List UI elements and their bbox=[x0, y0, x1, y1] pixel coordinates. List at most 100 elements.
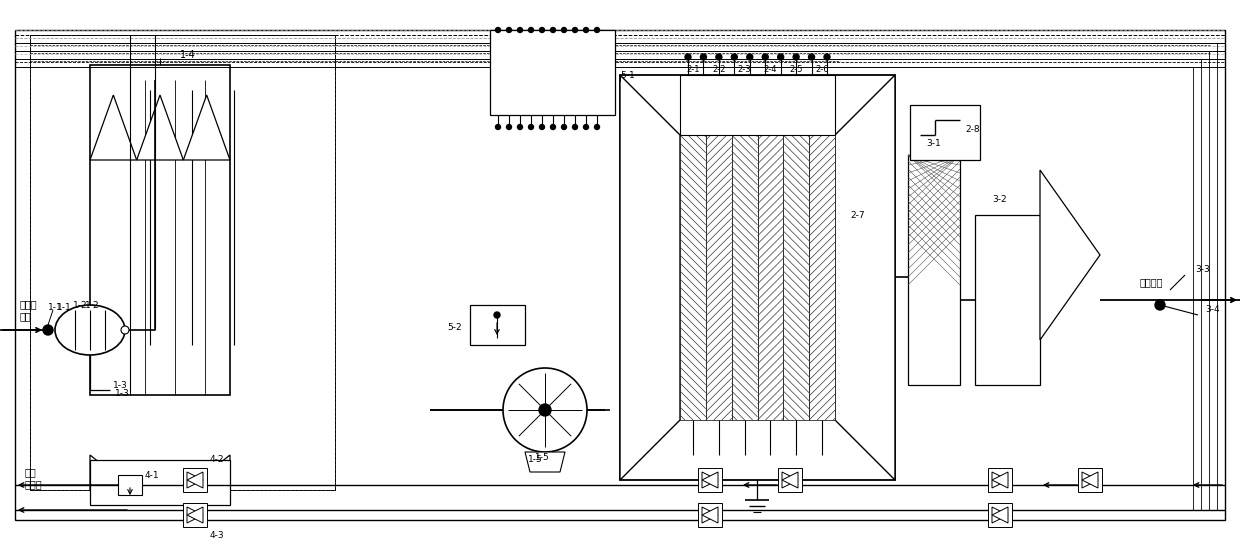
Text: 1-2: 1-2 bbox=[73, 300, 87, 310]
Polygon shape bbox=[702, 472, 718, 488]
Polygon shape bbox=[136, 95, 184, 160]
Text: 达标排气: 达标排气 bbox=[1140, 277, 1163, 287]
Text: 2-4: 2-4 bbox=[764, 65, 777, 74]
Circle shape bbox=[584, 28, 589, 33]
Circle shape bbox=[562, 124, 567, 129]
Polygon shape bbox=[782, 472, 799, 488]
Bar bbox=[908, 155, 960, 385]
Bar bbox=[30, 35, 335, 490]
Circle shape bbox=[43, 325, 53, 335]
Circle shape bbox=[506, 28, 511, 33]
Bar bbox=[910, 105, 980, 160]
Polygon shape bbox=[835, 75, 895, 480]
Bar bbox=[680, 75, 835, 135]
Text: 3-3: 3-3 bbox=[1195, 265, 1210, 275]
Circle shape bbox=[594, 124, 599, 129]
Text: 5-1: 5-1 bbox=[620, 70, 635, 79]
Text: 4-1: 4-1 bbox=[145, 471, 160, 480]
Bar bbox=[30, 35, 335, 490]
Text: 1-3: 1-3 bbox=[113, 381, 128, 390]
Circle shape bbox=[594, 28, 599, 33]
Circle shape bbox=[551, 124, 556, 129]
Ellipse shape bbox=[55, 305, 125, 355]
Circle shape bbox=[539, 124, 544, 129]
Circle shape bbox=[684, 54, 691, 60]
Circle shape bbox=[517, 124, 522, 129]
Polygon shape bbox=[620, 75, 680, 480]
Circle shape bbox=[506, 124, 511, 129]
Bar bbox=[184, 468, 207, 492]
Text: 1-3: 1-3 bbox=[115, 388, 130, 397]
Polygon shape bbox=[91, 455, 115, 490]
Text: 2-2: 2-2 bbox=[712, 65, 725, 74]
Bar bbox=[975, 215, 1040, 385]
Bar bbox=[1078, 468, 1102, 492]
Text: 1-2: 1-2 bbox=[86, 300, 99, 310]
Polygon shape bbox=[782, 472, 799, 488]
Bar bbox=[698, 468, 722, 492]
Circle shape bbox=[732, 54, 738, 60]
Polygon shape bbox=[187, 472, 203, 488]
Circle shape bbox=[539, 28, 544, 33]
Polygon shape bbox=[187, 472, 203, 488]
Polygon shape bbox=[992, 472, 1008, 488]
Text: 3-2: 3-2 bbox=[993, 195, 1007, 204]
Polygon shape bbox=[702, 507, 718, 523]
Text: 5-2: 5-2 bbox=[448, 324, 463, 332]
Bar bbox=[758, 135, 784, 420]
Polygon shape bbox=[1040, 170, 1100, 340]
Bar bbox=[490, 30, 615, 115]
Circle shape bbox=[573, 28, 578, 33]
Text: 2-5: 2-5 bbox=[790, 65, 804, 74]
Circle shape bbox=[496, 28, 501, 33]
Circle shape bbox=[746, 54, 753, 60]
Polygon shape bbox=[992, 507, 1008, 523]
Circle shape bbox=[808, 54, 815, 60]
Text: 4-3: 4-3 bbox=[210, 531, 224, 539]
Text: 3-4: 3-4 bbox=[1205, 305, 1220, 315]
Text: 2-3: 2-3 bbox=[738, 65, 751, 74]
Bar bbox=[118, 475, 143, 495]
Circle shape bbox=[573, 124, 578, 129]
Polygon shape bbox=[205, 455, 229, 490]
Text: 煤化工
废气: 煤化工 废气 bbox=[20, 299, 37, 321]
Bar bbox=[91, 460, 229, 505]
Text: 1-5: 1-5 bbox=[534, 453, 549, 462]
Bar bbox=[184, 503, 207, 527]
Bar bbox=[620, 75, 895, 480]
Text: 4-2: 4-2 bbox=[210, 456, 224, 465]
Circle shape bbox=[562, 28, 567, 33]
Circle shape bbox=[517, 28, 522, 33]
Polygon shape bbox=[702, 507, 718, 523]
Circle shape bbox=[122, 326, 129, 334]
Circle shape bbox=[539, 404, 551, 416]
Circle shape bbox=[551, 28, 556, 33]
Text: 1-5: 1-5 bbox=[528, 456, 542, 465]
Polygon shape bbox=[184, 95, 229, 160]
Bar bbox=[988, 503, 1012, 527]
Bar bbox=[732, 135, 758, 420]
Bar bbox=[810, 135, 835, 420]
Circle shape bbox=[494, 312, 500, 318]
Text: 1-1: 1-1 bbox=[57, 302, 72, 311]
Bar bbox=[15, 30, 1225, 520]
Circle shape bbox=[715, 54, 722, 60]
Text: 1-4: 1-4 bbox=[180, 50, 196, 60]
Text: 2-1: 2-1 bbox=[686, 65, 699, 74]
Polygon shape bbox=[992, 472, 1008, 488]
Polygon shape bbox=[91, 95, 136, 160]
Bar bbox=[988, 468, 1012, 492]
Text: 去往
换热站: 去往 换热站 bbox=[25, 467, 42, 489]
Bar bbox=[470, 305, 525, 345]
Polygon shape bbox=[187, 507, 203, 523]
Bar bbox=[698, 503, 722, 527]
Bar bbox=[706, 135, 732, 420]
Circle shape bbox=[528, 124, 533, 129]
Text: 2-7: 2-7 bbox=[849, 210, 864, 219]
Text: 2-6: 2-6 bbox=[815, 65, 828, 74]
Circle shape bbox=[825, 54, 830, 60]
Bar bbox=[91, 65, 229, 395]
Polygon shape bbox=[1083, 472, 1097, 488]
Polygon shape bbox=[187, 507, 203, 523]
Circle shape bbox=[794, 54, 799, 60]
